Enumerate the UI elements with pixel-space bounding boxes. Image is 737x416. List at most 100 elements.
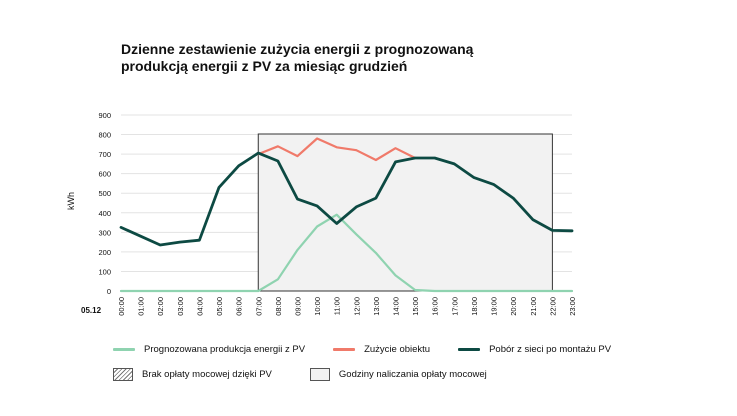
y-tick-label: 900	[98, 111, 111, 120]
legend-swatch-hatch	[113, 368, 133, 381]
data-point	[316, 137, 318, 140]
x-tick-label: 01:00	[137, 297, 146, 316]
x-tick-label: 22:00	[548, 297, 557, 316]
chart-title-line-1: Dzienne zestawienie zużycia energii z pr…	[121, 41, 474, 57]
data-point	[276, 160, 279, 162]
x-tick-label: 03:00	[176, 297, 185, 316]
legend-item-grid: Pobór z sieci po montażu PV	[458, 344, 611, 355]
data-point	[531, 290, 534, 292]
x-tick-label: 13:00	[372, 297, 381, 316]
data-point	[139, 290, 142, 292]
data-point	[453, 162, 456, 165]
data-point	[394, 274, 397, 277]
legend-item-pv: Prognozowana produkcja energii z PV	[113, 344, 305, 355]
data-point	[237, 164, 240, 167]
x-tick-label: 19:00	[490, 297, 499, 316]
y-tick-label: 800	[98, 131, 111, 140]
data-point	[257, 290, 260, 292]
data-point	[276, 278, 279, 281]
data-point	[492, 183, 495, 186]
x-tick-label: 05:00	[215, 297, 224, 316]
data-point	[218, 290, 220, 292]
data-point	[414, 157, 417, 159]
chart-title-line-2: produkcją energii z PV za miesiąc grudzi…	[121, 58, 408, 74]
x-tick-label: 16:00	[431, 297, 440, 316]
legend-label-pv: Prognozowana produkcja energii z PV	[144, 344, 306, 355]
data-point	[178, 290, 181, 292]
x-tick-label: 12:00	[352, 297, 361, 316]
y-tick-label: 200	[98, 248, 111, 257]
data-point	[296, 155, 299, 157]
data-point	[276, 145, 279, 148]
data-point	[296, 198, 299, 200]
x-tick-label: 18:00	[470, 297, 479, 316]
data-point	[375, 159, 377, 161]
x-tick-label: 15:00	[411, 297, 420, 316]
series-line-pv	[119, 213, 574, 293]
x-tick-label: 08:00	[274, 297, 283, 316]
data-point	[551, 290, 554, 292]
legend-label-no-fee: Brak opłaty mocowej dzięki PV	[142, 369, 272, 380]
data-point	[571, 229, 573, 232]
x-tick-label: 14:00	[392, 297, 401, 316]
data-point	[159, 290, 162, 292]
legend-item-consumption: Zużycie obiektu	[333, 344, 430, 355]
x-tick-label: 04:00	[195, 297, 204, 316]
data-point	[316, 225, 318, 228]
data-point	[433, 290, 436, 292]
y-tick-label: 400	[98, 209, 111, 218]
data-point	[453, 290, 456, 292]
data-point	[375, 197, 377, 200]
legend-swatch-grid	[458, 348, 481, 351]
legend-swatch-pv	[113, 348, 135, 351]
data-point	[296, 249, 299, 251]
data-point	[218, 186, 220, 189]
data-point	[355, 149, 358, 152]
data-point	[473, 176, 475, 179]
legend-label-grid: Pobór z sieci po montażu PV	[489, 344, 612, 355]
y-tick-label: 100	[98, 267, 111, 276]
x-tick-label: 06:00	[235, 297, 244, 316]
x-tick-label: 09:00	[293, 297, 302, 316]
data-point	[257, 152, 260, 155]
legend-row-2: Brak opłaty mocowej dzięki PV Godziny na…	[113, 368, 515, 381]
data-point	[531, 218, 534, 221]
legend-item-fee-hours: Godziny naliczania opłaty mocowej	[309, 368, 487, 381]
data-point	[120, 226, 122, 229]
data-point	[414, 289, 417, 291]
data-point	[198, 290, 201, 292]
x-tick-label: 00:00	[117, 297, 126, 316]
data-point	[120, 290, 122, 292]
data-point	[198, 239, 201, 242]
data-point	[433, 157, 436, 159]
x-tick-label: 07:00	[254, 297, 263, 316]
series-line-grid	[119, 151, 574, 247]
legend-label-consumption: Zużycie obiektu	[364, 344, 431, 355]
data-point	[512, 290, 515, 292]
data-point	[571, 290, 573, 292]
date-label: 05.12	[81, 306, 102, 315]
data-point	[394, 161, 397, 163]
shaded-region-fee-hours	[257, 133, 553, 292]
y-axis-label: kWh	[66, 192, 76, 210]
data-point	[394, 147, 397, 150]
x-tick-label: 20:00	[509, 297, 518, 316]
data-point	[375, 251, 377, 254]
y-tick-label: 300	[98, 228, 111, 237]
data-point	[512, 197, 515, 200]
legend-item-no-fee: Brak opłaty mocowej dzięki PV	[113, 368, 272, 381]
data-point	[159, 244, 162, 246]
legend-swatch-consumption	[333, 348, 356, 351]
data-point	[335, 213, 338, 216]
data-point	[139, 235, 142, 238]
data-point	[178, 241, 181, 244]
data-point	[355, 233, 358, 236]
data-point	[316, 205, 318, 207]
y-tick-label: 500	[98, 189, 111, 198]
x-tick-label: 17:00	[450, 297, 459, 316]
data-point	[237, 290, 240, 292]
legend-swatch-gray	[309, 368, 330, 381]
data-point	[473, 290, 475, 292]
legend-row-1: Prognozowana produkcja energii z PV Zuży…	[113, 344, 639, 355]
